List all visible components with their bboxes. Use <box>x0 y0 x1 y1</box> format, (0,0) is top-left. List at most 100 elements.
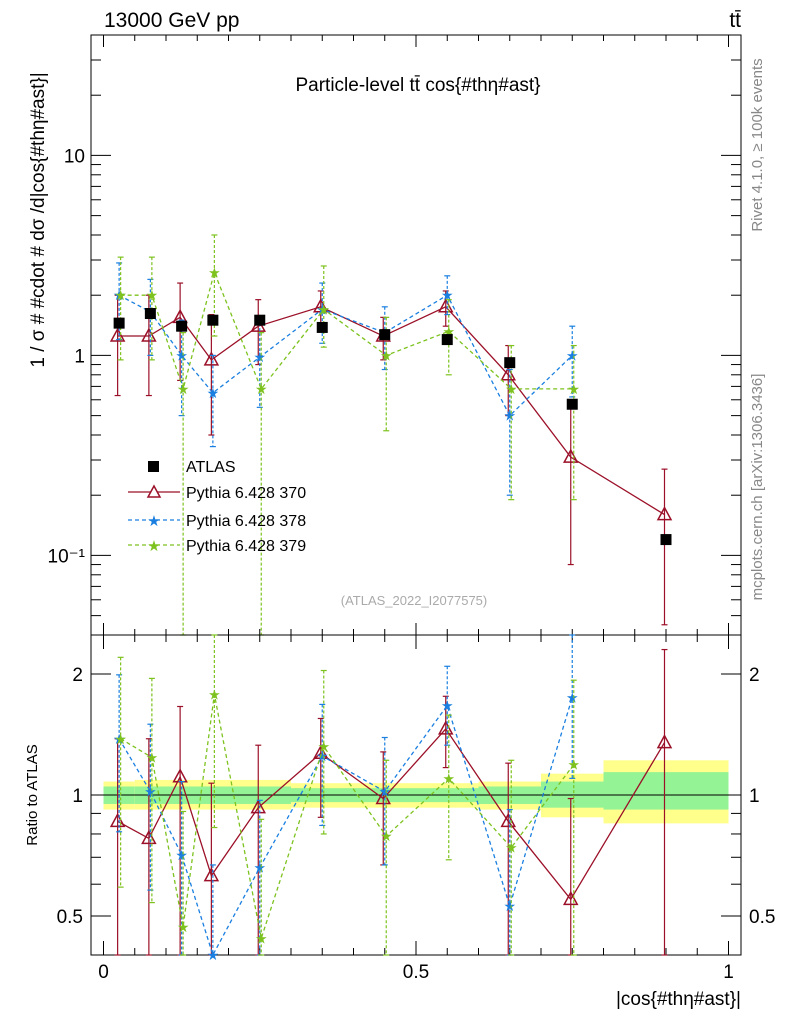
main-point-star: ★ <box>566 347 579 363</box>
atlas-data-point <box>144 308 156 320</box>
ratio-point-star: ★ <box>567 757 580 773</box>
ratio-series-line <box>118 697 573 957</box>
ratio-point-triangle <box>250 799 267 814</box>
ratio-marks: ★★★★★★★★★★★★★★★★★★★★ <box>109 634 673 963</box>
ratio-y-tick-label-left: 0.5 <box>57 907 83 928</box>
main-series-line <box>117 306 665 516</box>
ratio-point-star: ★ <box>442 770 455 786</box>
ratio-y-tick-label-right: 1 <box>749 786 760 807</box>
main-point-triangle <box>312 298 329 313</box>
legend-label-379: Pythia 6.428 379 <box>186 538 306 555</box>
main-y-tick-label: 10⁻¹ <box>48 546 86 567</box>
ratio-point-star: ★ <box>177 919 190 935</box>
analysis-label: (ATLAS_2022_I2077575) <box>341 593 487 608</box>
legend-marker-370 <box>146 484 162 498</box>
main-series-line <box>120 270 574 392</box>
main-point-triangle <box>500 366 517 381</box>
main-point-star: ★ <box>113 287 126 303</box>
legend: ATLAS Pythia 6.428 370 ★ Pythia 6.428 37… <box>128 459 306 555</box>
ratio-point-star: ★ <box>144 784 157 800</box>
ratio-point-star: ★ <box>503 898 516 914</box>
legend-label-atlas: ATLAS <box>186 459 236 476</box>
ratio-point-star: ★ <box>113 731 126 747</box>
main-point-star: ★ <box>253 349 266 365</box>
legend-marker-378: ★ <box>147 513 160 530</box>
x-tick-label: 0 <box>98 962 109 983</box>
ratio-point-star: ★ <box>380 828 393 844</box>
ratio-point-triangle <box>141 829 157 845</box>
ratio-y-tick-label-left: 2 <box>72 665 83 686</box>
main-point-star: ★ <box>177 381 190 397</box>
ratio-series-line <box>120 694 575 939</box>
ratio-panel: 0.5 0.51 12 20 0.5 1 Ratio to ATLAS ★★★★★★★★★… <box>24 634 775 983</box>
main-point-star: ★ <box>114 287 127 303</box>
atlas-data-point <box>660 534 672 546</box>
ratio-band-inner <box>603 772 729 810</box>
atlas-data-point <box>254 314 266 326</box>
main-panel: 10⁻¹ 1 10 Particle-level tt̄ cos{#thη#ast}… <box>28 34 742 636</box>
atlas-data-point <box>504 357 516 369</box>
ratio-series-line <box>117 727 666 901</box>
ratio-ticks: 0.5 0.5 1 1 2 2 0 0.5 1 <box>57 635 775 983</box>
atlas-data-point <box>316 321 328 333</box>
main-point-star: ★ <box>505 381 518 397</box>
ratio-point-triangle <box>656 734 673 749</box>
main-y-tick-label: 10 <box>64 146 85 167</box>
legend-marker-379: ★ <box>147 538 160 555</box>
ratio-point-star: ★ <box>207 947 220 963</box>
ratio-point-star: ★ <box>317 739 330 755</box>
ratio-point-star: ★ <box>378 784 391 800</box>
main-point-star: ★ <box>207 385 220 401</box>
ratio-point-star: ★ <box>316 748 329 764</box>
ratio-y-tick-label-left: 1 <box>72 786 83 807</box>
legend-label-370: Pythia 6.428 370 <box>186 485 306 502</box>
process-label: tt̄ <box>729 9 741 32</box>
ratio-point-star: ★ <box>146 749 159 765</box>
atlas-data-point <box>176 320 188 332</box>
rivet-label: Rivet 4.1.0, ≥ 100k events <box>749 58 766 231</box>
x-tick-label: 1 <box>723 962 734 983</box>
ratio-point-star: ★ <box>441 697 454 713</box>
main-point-star: ★ <box>503 408 516 424</box>
main-point-star: ★ <box>146 287 159 303</box>
main-marks: ★★★★★★★★★★★★★★★★★★★★ <box>109 234 673 636</box>
site-label: mcplots.cern.ch [arXiv:1306.3436] <box>749 374 766 601</box>
ratio-point-triangle <box>562 890 579 906</box>
ratio-y-tick-label-right: 0.5 <box>749 907 775 928</box>
atlas-data-point <box>113 317 125 329</box>
main-y-tick-label: 1 <box>74 346 85 367</box>
atlas-data-point <box>379 329 391 341</box>
ratio-point-triangle <box>203 867 220 882</box>
x-tick-label: 0.5 <box>403 962 429 983</box>
main-point-star: ★ <box>317 301 330 317</box>
ratio-point-star: ★ <box>114 731 127 747</box>
main-point-star: ★ <box>441 287 454 303</box>
main-point-star: ★ <box>567 381 580 397</box>
atlas-data-point <box>566 398 578 410</box>
legend-label-378: Pythia 6.428 378 <box>186 513 306 530</box>
main-y-axis-label: 1 / σ # #cdot # dσ /d|cos{#thη#ast}| <box>28 72 49 367</box>
ratio-point-star: ★ <box>505 840 518 856</box>
main-point-star: ★ <box>380 347 393 363</box>
ratio-y-tick-label-right: 2 <box>749 665 760 686</box>
ratio-y-axis-label: Ratio to ATLAS <box>24 744 41 845</box>
ratio-point-star: ★ <box>566 689 579 705</box>
x-axis-label: |cos{#thη#ast}| <box>616 989 741 1010</box>
legend-marker-atlas <box>148 461 159 472</box>
main-point-star: ★ <box>175 347 188 363</box>
main-title: Particle-level tt̄ cos{#thη#ast} <box>295 75 540 96</box>
main-point-triangle <box>203 351 220 366</box>
ratio-point-star: ★ <box>208 686 221 702</box>
atlas-data-point <box>207 314 219 326</box>
energy-label: 13000 GeV pp <box>104 9 239 32</box>
ratio-point-star: ★ <box>255 930 268 946</box>
ratio-point-star: ★ <box>253 860 266 876</box>
atlas-data-point <box>441 334 453 346</box>
ratio-point-triangle <box>109 812 126 828</box>
ratio-point-star: ★ <box>175 847 188 863</box>
main-point-star: ★ <box>316 301 329 317</box>
main-point-star: ★ <box>208 264 221 280</box>
main-point-triangle <box>656 506 673 521</box>
main-point-star: ★ <box>255 381 268 397</box>
